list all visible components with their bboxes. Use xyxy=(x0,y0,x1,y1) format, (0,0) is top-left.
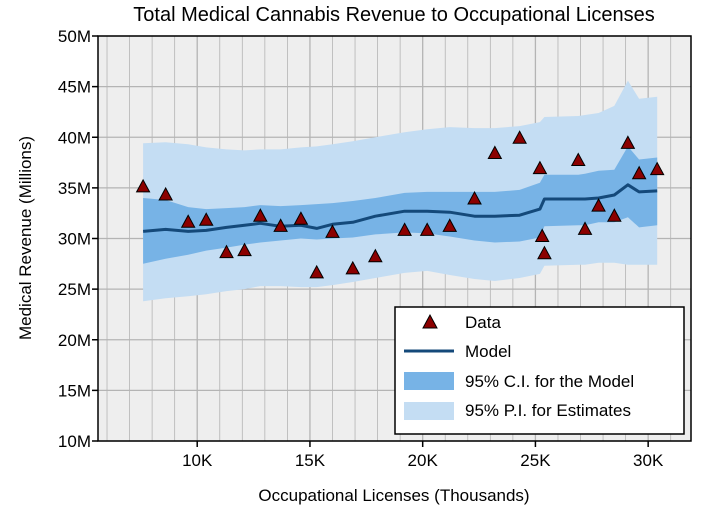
data-point xyxy=(237,242,252,257)
legend-data-marker xyxy=(422,313,438,329)
legend-pi-label: 95% P.I. for Estimates xyxy=(465,401,631,420)
legend: Data Model 95% C.I. for the Model 95% P.… xyxy=(394,306,685,435)
data-point xyxy=(620,135,636,149)
data-point xyxy=(591,198,606,212)
y-tick-label: 40M xyxy=(58,128,91,147)
x-tick-label: 15K xyxy=(295,451,326,470)
y-axis-label: Medical Revenue (Millions) xyxy=(16,136,35,340)
y-tick-label: 35M xyxy=(58,179,91,198)
data-point xyxy=(367,248,383,263)
x-tick-label: 10K xyxy=(182,451,213,470)
x-tick-label: 20K xyxy=(408,451,439,470)
y-axis: 10M 15M 20M 25M 30M 35M 40M 45M 50M xyxy=(58,27,98,451)
y-tick-label: 30M xyxy=(58,230,91,249)
model-line-group xyxy=(142,183,658,233)
data-point xyxy=(419,222,435,236)
data-point xyxy=(325,224,340,238)
x-axis-label: Occupational Licenses (Thousands) xyxy=(258,486,529,505)
data-point xyxy=(512,130,527,144)
legend-data-label: Data xyxy=(465,313,501,332)
data-point xyxy=(135,178,151,193)
data-point xyxy=(180,214,196,228)
data-point xyxy=(537,245,552,260)
legend-pi-swatch xyxy=(404,402,454,420)
y-tick-label: 50M xyxy=(58,27,91,46)
data-point xyxy=(442,218,458,232)
y-tick-label: 25M xyxy=(58,280,91,299)
data-point xyxy=(577,221,593,235)
data-point xyxy=(219,244,234,259)
data-point xyxy=(345,260,361,275)
data-point xyxy=(253,208,268,222)
data-point xyxy=(534,228,550,242)
x-tick-label: 30K xyxy=(633,451,664,470)
legend-model-label: Model xyxy=(465,342,511,361)
prediction-interval-band xyxy=(143,80,658,302)
data-point xyxy=(570,152,586,167)
data-point xyxy=(532,160,548,175)
legend-ci-swatch xyxy=(404,372,454,390)
y-tick-label: 15M xyxy=(58,381,91,400)
legend-ci-label: 95% C.I. for the Model xyxy=(465,372,634,391)
data-point xyxy=(198,212,214,226)
data-point xyxy=(158,186,173,201)
x-axis: 10K 15K 20K 25K 30K xyxy=(182,441,664,470)
data-point xyxy=(273,218,288,232)
x-tick-label: 25K xyxy=(520,451,551,470)
data-points xyxy=(135,130,665,279)
data-point xyxy=(487,145,503,159)
chart-title: Total Medical Cannabis Revenue to Occupa… xyxy=(133,4,654,26)
y-tick-label: 10M xyxy=(58,432,91,451)
data-point xyxy=(606,208,622,222)
model-line xyxy=(142,183,658,233)
data-point xyxy=(397,222,412,236)
confidence-interval-band xyxy=(143,146,658,264)
data-point xyxy=(293,211,309,225)
y-tick-label: 20M xyxy=(58,331,91,350)
bands xyxy=(143,80,658,302)
data-point xyxy=(631,165,647,180)
y-tick-label: 45M xyxy=(58,78,91,97)
data-point xyxy=(649,161,665,176)
data-point xyxy=(309,264,325,279)
data-point xyxy=(467,190,482,205)
